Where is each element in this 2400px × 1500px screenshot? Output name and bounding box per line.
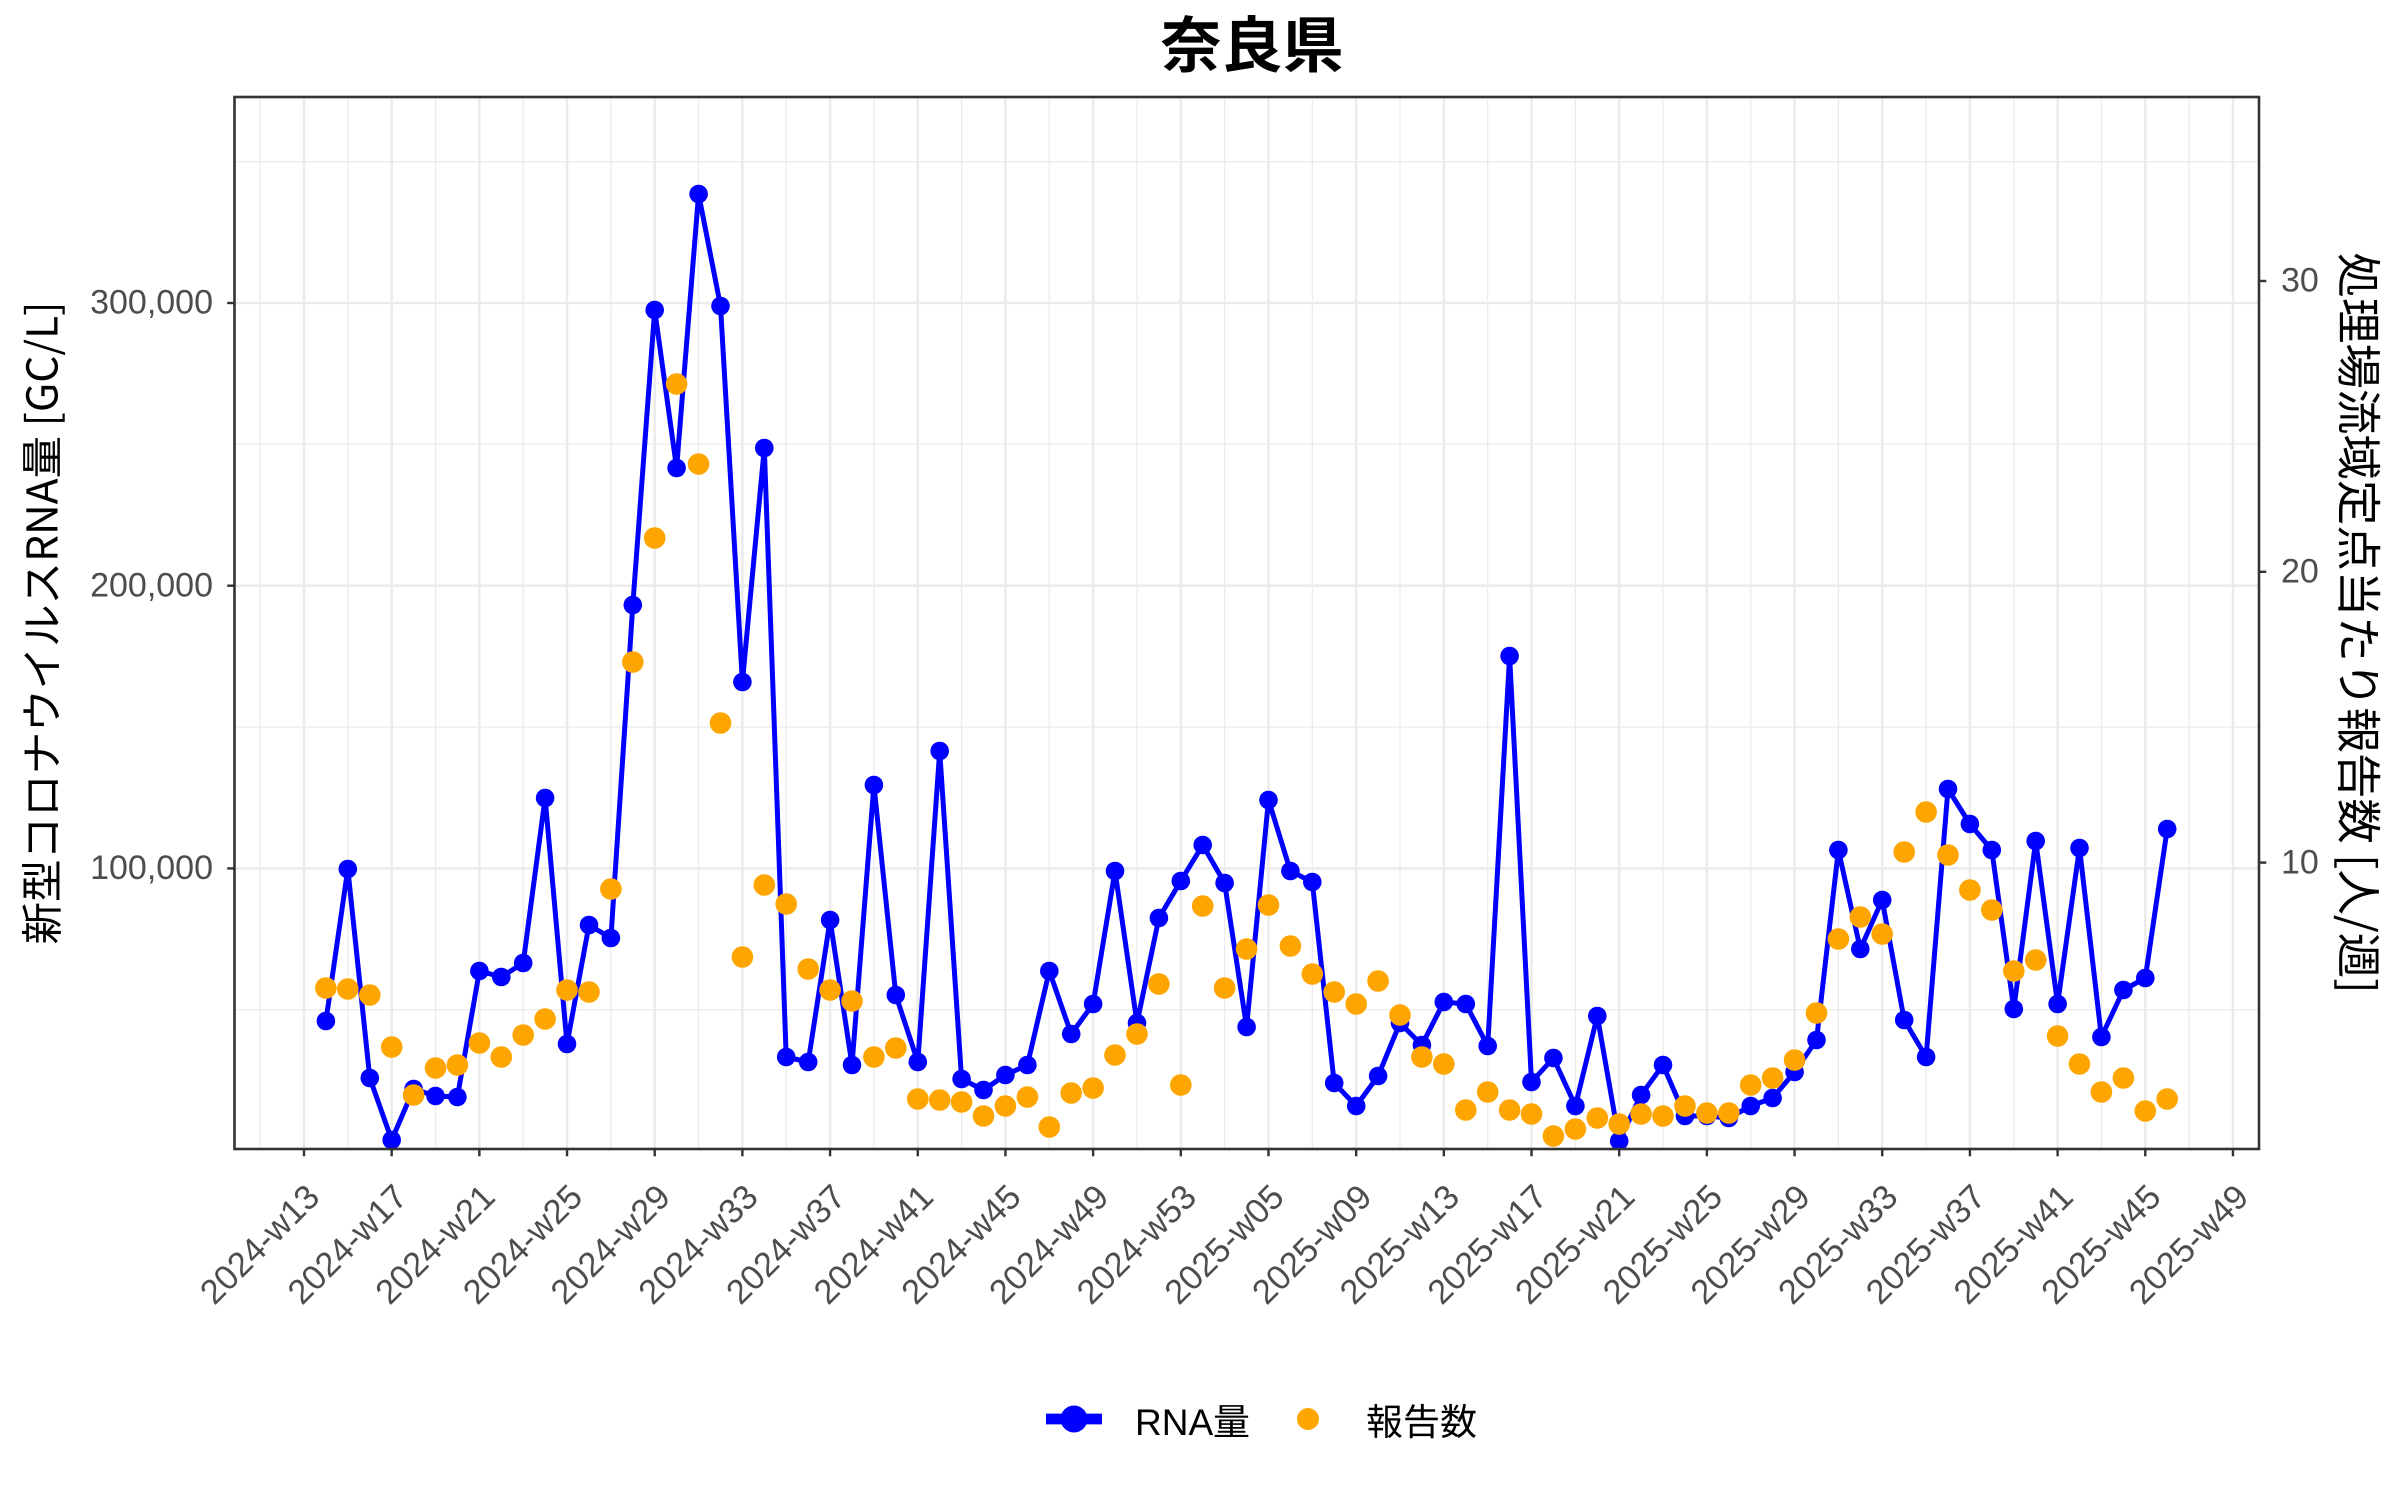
svg-text:30: 30 [2281, 262, 2319, 300]
svg-text:300,000: 300,000 [90, 284, 213, 322]
svg-text:10: 10 [2281, 843, 2319, 881]
svg-text:200,000: 200,000 [90, 566, 213, 604]
svg-text:100,000: 100,000 [90, 849, 213, 887]
svg-text:RNA: RNA [1135, 1402, 1213, 1443]
svg-text:20: 20 [2281, 553, 2319, 591]
